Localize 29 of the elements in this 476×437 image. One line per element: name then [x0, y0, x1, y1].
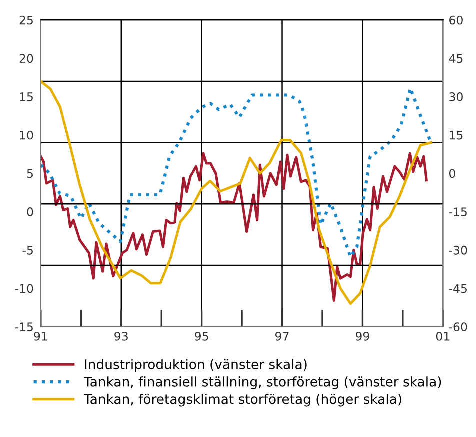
y-tick-label: 15	[20, 92, 33, 102]
y2-tick-label: 15	[450, 131, 463, 140]
y2-tick-label: 0	[449, 169, 456, 178]
x-tick-label: 01	[436, 332, 450, 341]
y2-tick-label: 60	[450, 16, 463, 25]
y-tick-label: 5	[27, 169, 33, 178]
y2-tick-label: -60	[449, 322, 468, 332]
line-series	[40, 80, 432, 306]
legend-label: Tankan, företagsklimat storföretag (höger skala)	[84, 394, 402, 407]
y-tick-label: 25	[20, 16, 33, 25]
y2-tick-label: 30	[450, 92, 463, 102]
x-tick-label: 93	[114, 332, 128, 341]
legend-label: Tankan, finansiell ställning, storföretag (vänster skala)	[84, 376, 442, 390]
x-tick-label: 99	[356, 332, 370, 341]
y2-tick-label: -15	[449, 208, 467, 216]
y2-tick-label: -30	[449, 246, 468, 255]
y-tick-label: 20	[20, 54, 34, 64]
y-tick-label: 0	[27, 208, 34, 216]
y-tick-label: -5	[22, 246, 33, 255]
legend-label: Industriproduktion (vänster skala)	[85, 359, 307, 372]
x-tick-label: 97	[276, 332, 289, 341]
y2-tick-label: -45	[449, 284, 467, 294]
line-series	[40, 152, 428, 302]
x-tick-label: 95	[195, 332, 208, 341]
y-tick-label: -15	[15, 322, 33, 332]
y-tick-label: -10	[15, 284, 34, 294]
y-tick-label: 10	[20, 130, 34, 140]
x-tick-label: 91	[34, 332, 48, 341]
y2-tick-label: 45	[449, 54, 463, 64]
